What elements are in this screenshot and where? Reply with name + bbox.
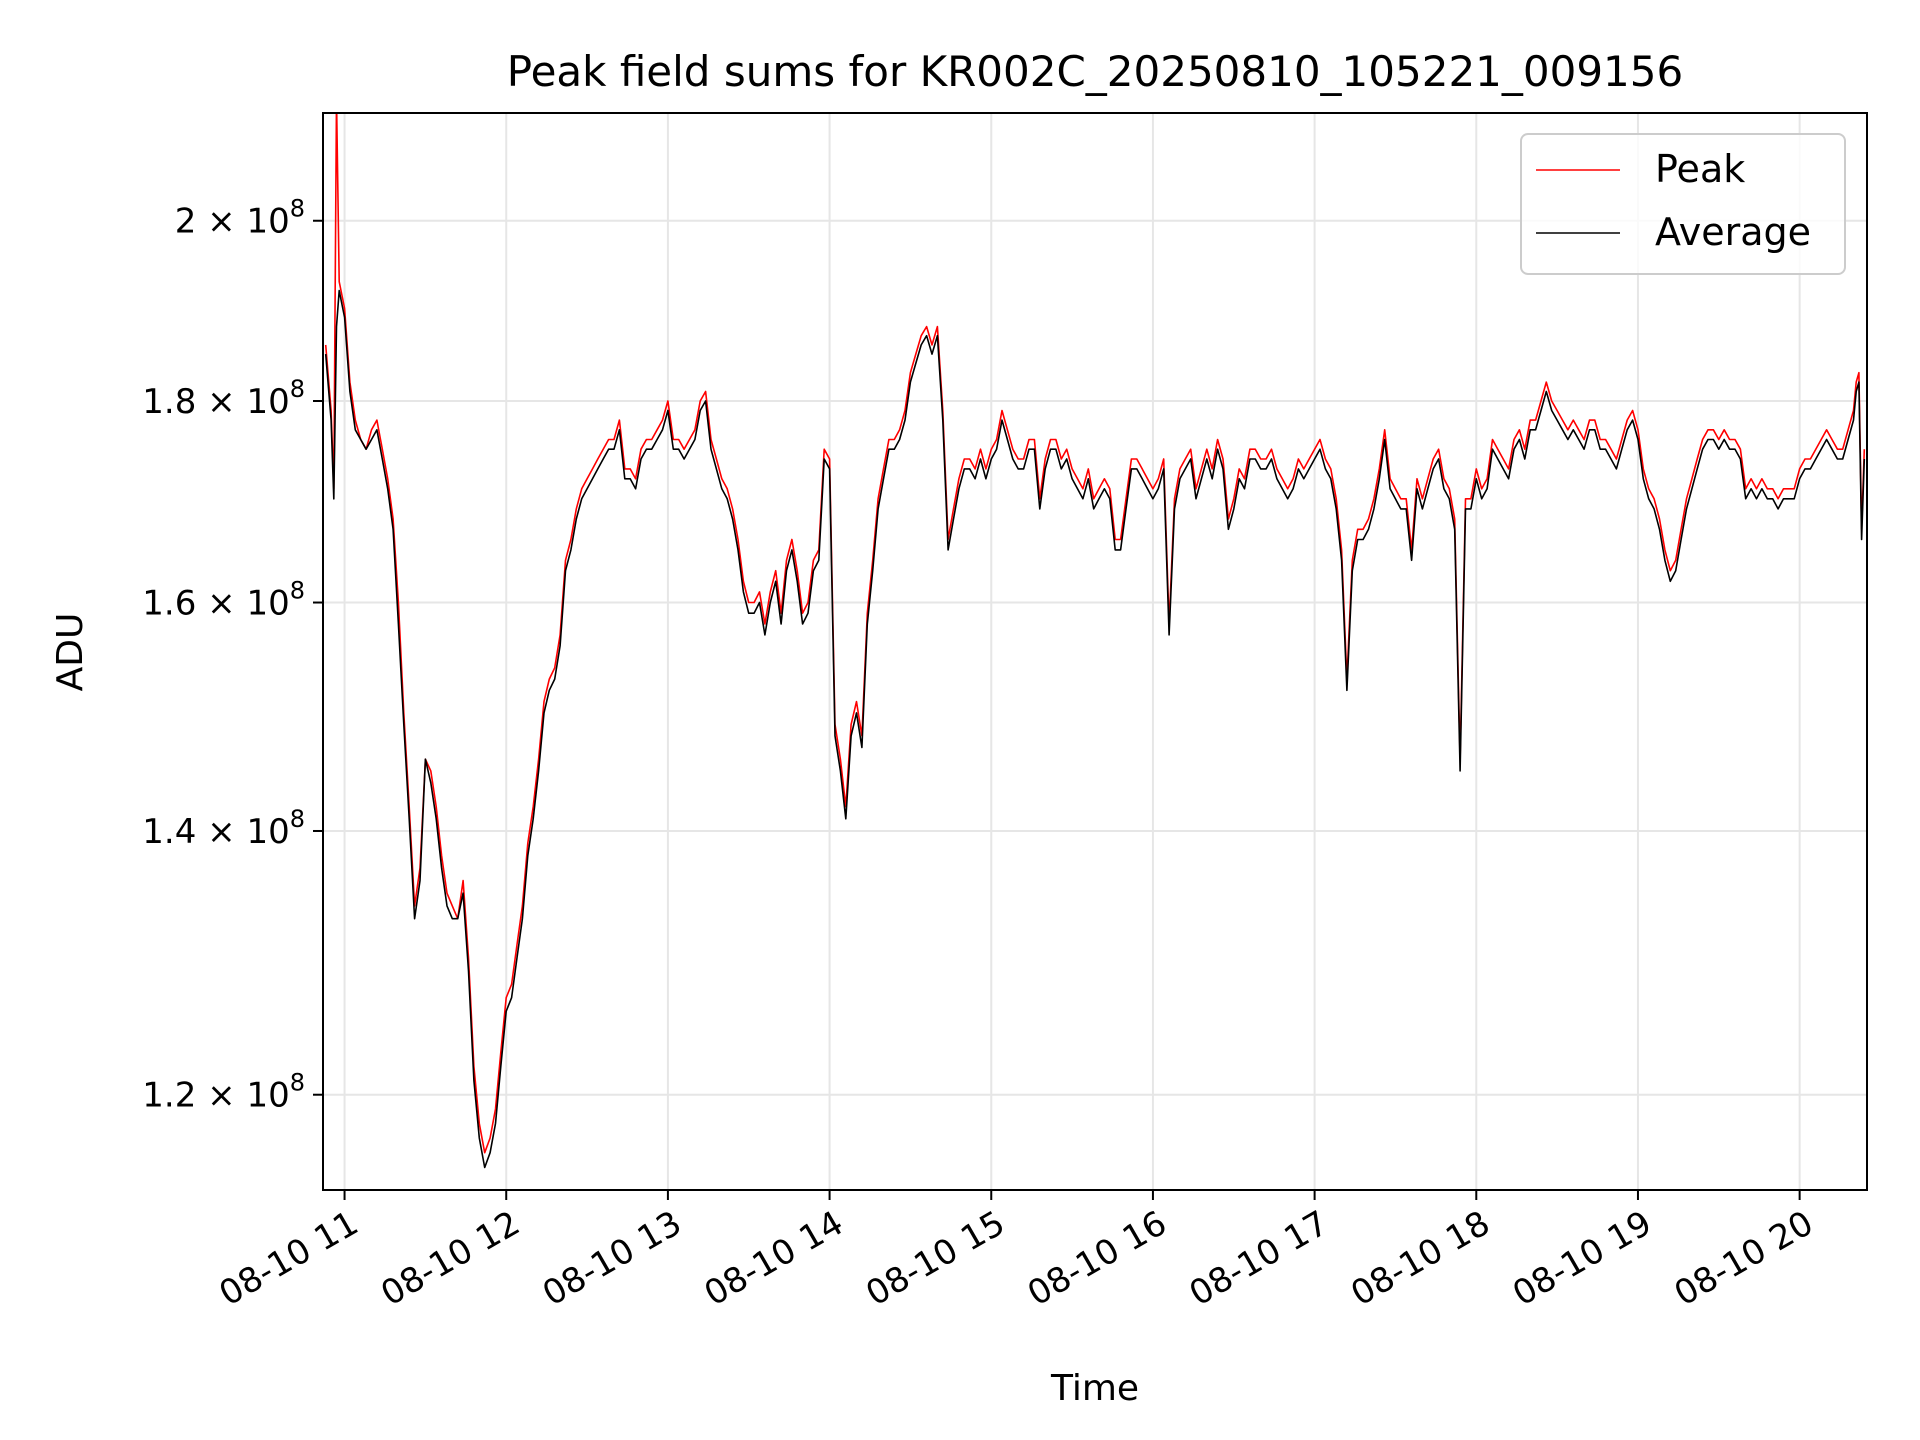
series-line-peak <box>324 113 1866 1154</box>
y-axis-ticks: 1.2 × 108 1.4 × 108 1.6 × 108 1.8 × 108 2 × … <box>142 195 323 1116</box>
plot-frame <box>322 112 1868 1191</box>
legend-peak-label: Peak <box>1655 147 1745 191</box>
legend: Peak Average <box>1520 133 1846 275</box>
chart-title: Peak field sums for KR002C_20250810_1052… <box>507 47 1683 96</box>
series-layer <box>324 113 1866 1169</box>
legend-box <box>1520 133 1846 275</box>
series-line-average <box>324 289 1866 1169</box>
y-axis-label: ADU <box>50 613 91 692</box>
y-tick-label: 1.8 × 108 <box>142 375 305 422</box>
y-tick-label: 1.4 × 108 <box>142 805 305 852</box>
legend-average-label: Average <box>1655 210 1811 254</box>
y-tick-label: 1.6 × 108 <box>142 577 305 624</box>
y-tick-label: 1.2 × 108 <box>142 1069 305 1116</box>
x-axis-label: Time <box>1050 1368 1139 1409</box>
grid-lines <box>323 113 1867 1190</box>
y-tick-label: 2 × 108 <box>175 195 305 242</box>
